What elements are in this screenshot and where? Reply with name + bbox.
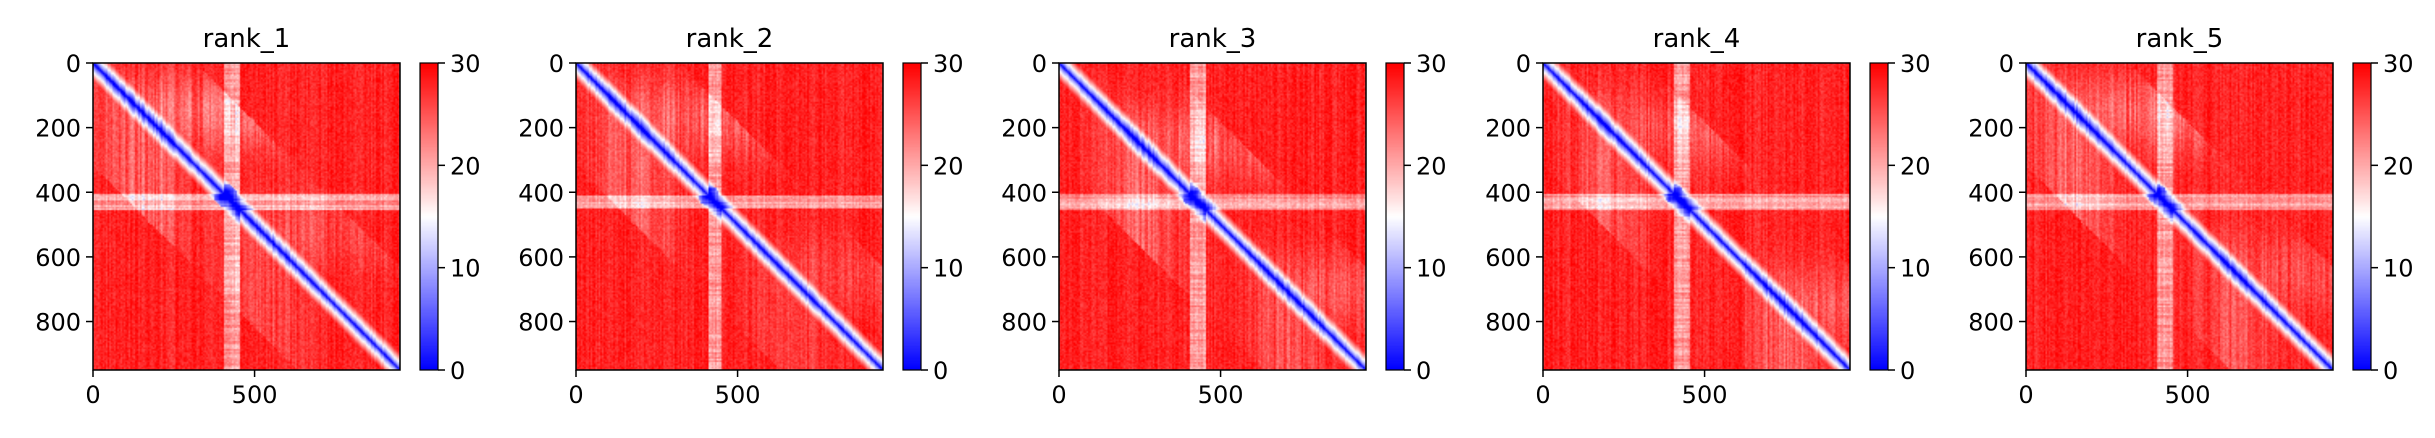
plot-frame — [1542, 62, 1851, 371]
colorbar-tick-label: 30 — [1900, 50, 1931, 78]
colorbar-tick-label: 20 — [933, 152, 964, 180]
colorbar-tick-label: 10 — [1416, 255, 1447, 283]
y-tick-label: 200 — [1968, 115, 2014, 143]
y-tick-label: 400 — [1001, 179, 1047, 207]
y-tick-label: 0 — [1999, 50, 2014, 78]
colorbar-tick-label: 10 — [2383, 255, 2414, 283]
x-tick-label: 500 — [715, 381, 761, 409]
colorbar — [1386, 63, 1404, 370]
colorbar — [420, 63, 438, 370]
colorbar-tick-label: 0 — [933, 357, 948, 385]
x-tick-label: 0 — [1535, 381, 1550, 409]
y-tick-label: 400 — [518, 179, 564, 207]
plot-frame — [1058, 62, 1367, 371]
panel-title: rank_3 — [1169, 24, 1257, 54]
y-tick-label: 600 — [518, 244, 564, 272]
x-tick-label: 0 — [568, 381, 583, 409]
heatmap-panel-2: rank_2 0 200 400 600 800 0 500 0 10 20 30 — [518, 24, 963, 409]
colorbar-tick-label: 20 — [2383, 152, 2414, 180]
plot-frame — [2025, 62, 2334, 371]
heatmap-panel-5: rank_5 0 200 400 600 800 0 500 0 10 20 30 — [1968, 24, 2413, 409]
y-tick-label: 600 — [35, 244, 81, 272]
colorbar-tick-label: 0 — [2383, 357, 2398, 385]
colorbar-tick-label: 20 — [1900, 152, 1931, 180]
plot-frame — [92, 62, 401, 371]
x-tick-label: 500 — [1682, 381, 1728, 409]
colorbar-tick-label: 30 — [933, 50, 964, 78]
heatmap-panel-4: rank_4 0 200 400 600 800 0 500 0 10 20 30 — [1485, 24, 1930, 409]
plot-frame — [575, 62, 884, 371]
heatmap-image — [93, 63, 400, 370]
x-tick-label: 0 — [2018, 381, 2033, 409]
y-tick-label: 400 — [1485, 179, 1531, 207]
heatmap-panel-3: rank_3 0 200 400 600 800 0 500 0 10 20 30 — [1001, 24, 1446, 409]
y-tick-label: 800 — [35, 309, 81, 337]
y-tick-label: 0 — [1032, 50, 1047, 78]
y-tick-label: 200 — [518, 115, 564, 143]
y-tick-label: 800 — [1001, 309, 1047, 337]
heatmap-image — [2026, 63, 2333, 370]
heatmap-image — [576, 63, 883, 370]
y-tick-label: 200 — [35, 115, 81, 143]
heatmap-image — [1543, 63, 1850, 370]
colorbar-frame — [1869, 62, 1889, 371]
panel-title: rank_2 — [686, 24, 774, 54]
panel-title: rank_4 — [1653, 24, 1741, 54]
colorbar-tick-label: 30 — [1416, 50, 1447, 78]
x-tick-label: 500 — [2165, 381, 2211, 409]
x-tick-label: 500 — [232, 381, 278, 409]
heatmap-image — [1059, 63, 1366, 370]
colorbar-frame — [2352, 62, 2372, 371]
colorbar-frame — [1385, 62, 1405, 371]
colorbar — [2353, 63, 2371, 370]
colorbar-tick-label: 30 — [2383, 50, 2414, 78]
colorbar-tick-label: 20 — [450, 152, 481, 180]
x-tick-label: 0 — [1051, 381, 1066, 409]
colorbar-tick-label: 0 — [1900, 357, 1915, 385]
y-tick-label: 600 — [1001, 244, 1047, 272]
colorbar — [903, 63, 921, 370]
colorbar-tick-label: 10 — [1900, 255, 1931, 283]
colorbar-tick-label: 30 — [450, 50, 481, 78]
y-tick-label: 400 — [35, 179, 81, 207]
y-tick-label: 200 — [1485, 115, 1531, 143]
y-tick-label: 0 — [549, 50, 564, 78]
y-tick-label: 0 — [66, 50, 81, 78]
y-tick-label: 600 — [1485, 244, 1531, 272]
colorbar-tick-label: 10 — [933, 255, 964, 283]
y-tick-label: 800 — [518, 309, 564, 337]
colorbar-tick-label: 0 — [1416, 357, 1431, 385]
colorbar-tick-label: 20 — [1416, 152, 1447, 180]
colorbar-frame — [419, 62, 439, 371]
y-tick-label: 800 — [1485, 309, 1531, 337]
colorbar — [1870, 63, 1888, 370]
y-tick-label: 600 — [1968, 244, 2014, 272]
y-tick-label: 400 — [1968, 179, 2014, 207]
colorbar-frame — [902, 62, 922, 371]
y-tick-label: 800 — [1968, 309, 2014, 337]
y-tick-label: 0 — [1516, 50, 1531, 78]
y-tick-label: 200 — [1001, 115, 1047, 143]
colorbar-tick-label: 10 — [450, 255, 481, 283]
heatmap-panel-1: rank_1 0 200 400 600 800 0 500 0 10 20 30 — [35, 24, 480, 409]
x-tick-label: 0 — [85, 381, 100, 409]
x-tick-label: 500 — [1198, 381, 1244, 409]
panel-title: rank_5 — [2136, 24, 2224, 54]
colorbar-tick-label: 0 — [450, 357, 465, 385]
panel-title: rank_1 — [203, 24, 291, 54]
